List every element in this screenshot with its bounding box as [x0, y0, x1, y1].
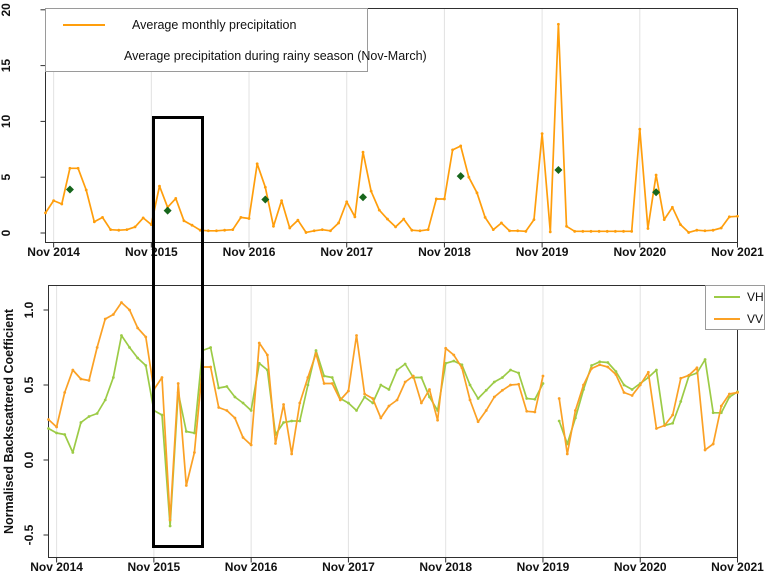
y-axis-title: Normalised Backscattered Coefficient	[2, 308, 16, 534]
x-tick-label: Nov 2019	[517, 560, 570, 574]
precip-line-sample-icon	[63, 23, 105, 26]
x-tick-label: Nov 2019	[516, 245, 569, 259]
x-tick-label: Nov 2020	[614, 560, 667, 574]
rainy-season-diamond	[65, 185, 74, 194]
rainy-season-diamond	[261, 195, 270, 204]
y-tick-label: 0	[0, 229, 13, 236]
x-tick-label: Nov 2018	[419, 560, 472, 574]
x-tick-label: Nov 2018	[418, 245, 471, 259]
vv-line-sample-icon	[714, 318, 740, 320]
y-tick-label: 20	[0, 3, 13, 17]
legend-row-precip-line: Average monthly precipitation	[46, 9, 367, 40]
x-tick-label: Nov 2021	[711, 560, 764, 574]
y-tick-label: -0.5	[22, 524, 36, 545]
y-tick-label: 5	[0, 174, 13, 181]
x-tick-label: Nov 2020	[613, 245, 666, 259]
plot-box	[48, 285, 738, 558]
precipitation-legend: Average monthly precipitation Average pr…	[45, 8, 427, 72]
precip-line-label: Average monthly precipitation	[132, 17, 297, 32]
x-tick-label: Nov 2014	[27, 245, 80, 259]
x-tick-label: Nov 2017	[322, 560, 375, 574]
legend-row-rainy-season: Average precipitation during rainy seaso…	[46, 40, 427, 71]
legend-row-vh: VH	[706, 286, 764, 308]
x-tick-label: Nov 2016	[223, 245, 276, 259]
x-tick-label: Nov 2017	[320, 245, 373, 259]
y-tick-label: 0.0	[22, 451, 36, 468]
x-tick-label: Nov 2015	[125, 245, 178, 259]
x-tick-label: Nov 2015	[128, 560, 181, 574]
rainy-season-label: Average precipitation during rainy seaso…	[124, 48, 427, 63]
x-tick-label: Nov 2014	[30, 560, 83, 574]
series-line-vv	[47, 301, 544, 521]
highlight-rectangle	[152, 116, 204, 548]
x-tick-label: Nov 2021	[711, 245, 764, 259]
y-tick-label: 0.5	[22, 376, 36, 393]
legend-row-vv: VV	[706, 308, 764, 330]
x-tick-label: Nov 2016	[225, 560, 278, 574]
y-tick-label: 15	[0, 59, 13, 73]
vh-label: VH	[747, 290, 764, 304]
y-tick-label: 10	[0, 114, 13, 128]
y-tick-label: 1.0	[22, 301, 36, 318]
vh-line-sample-icon	[714, 296, 740, 298]
vv-label: VV	[747, 312, 764, 326]
backscatter-legend: VH VV	[705, 285, 765, 330]
precipitation-chart: 0 5 10 15 20 Nov 2014 Nov 2015 Nov 2016 Nov 2017…	[0, 3, 764, 259]
rainy-season-diamond	[554, 165, 563, 174]
backscatter-chart: -0.5 0.0 0.5 1.0 Nov 2014 Nov 2015 Nov 2016 Nov…	[2, 285, 764, 574]
rainy-season-diamond	[359, 193, 368, 202]
rainy-season-diamond	[163, 206, 172, 215]
rainy-season-diamond	[456, 172, 465, 181]
rainy-season-diamond	[652, 188, 661, 197]
series-line-average-monthly-precipitation	[44, 23, 738, 234]
plot-box	[45, 8, 738, 243]
series-line-vv	[558, 363, 738, 455]
